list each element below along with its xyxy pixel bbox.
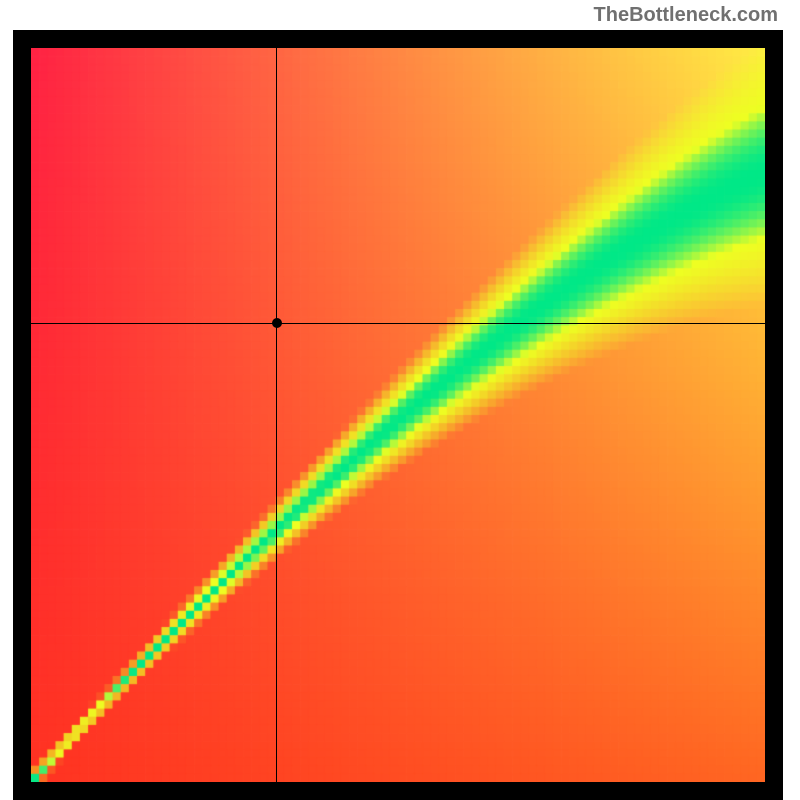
chart-container: { "watermark": { "text": "TheBottleneck.… bbox=[0, 0, 800, 800]
heatmap-canvas bbox=[31, 48, 765, 782]
watermark-text: TheBottleneck.com bbox=[594, 4, 778, 27]
crosshair-horizontal bbox=[31, 323, 765, 324]
crosshair-vertical bbox=[276, 48, 277, 782]
